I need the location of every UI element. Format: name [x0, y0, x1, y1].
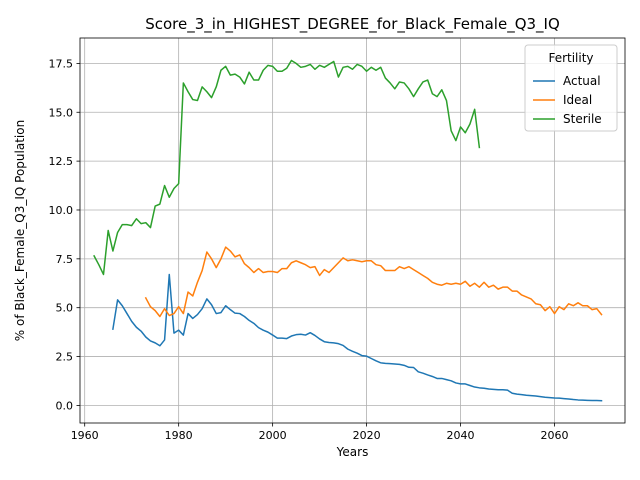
x-tick-label: 2040: [447, 429, 475, 442]
series-line-ideal: [144, 246, 603, 318]
y-tick-label: 15.0: [49, 106, 74, 119]
plot-area-frame: [79, 37, 626, 424]
x-axis-label: Years: [336, 445, 369, 459]
y-tick-label: 10.0: [49, 204, 74, 217]
x-tick-label: 2060: [541, 429, 569, 442]
legend-label-ideal: Ideal: [563, 93, 592, 107]
y-tick-label: 0.0: [56, 399, 74, 412]
legend-title: Fertility: [548, 51, 593, 65]
legend-label-actual: Actual: [563, 74, 601, 88]
chart-title: Score_3_in_HIGHEST_DEGREE_for_Black_Fema…: [145, 15, 560, 34]
legend-label-sterile: Sterile: [563, 112, 602, 126]
axis-ticks: 1960 1980 2000 2020 2040 2060 0.0 2.5 5.0 7.5 10.0…: [49, 57, 569, 442]
series-line-sterile: [93, 59, 481, 276]
y-tick-label: 7.5: [56, 253, 74, 266]
x-tick-label: 1960: [71, 429, 99, 442]
y-axis-label: % of Black_Female_Q3_IQ Population: [13, 120, 27, 341]
legend: Fertility Actual Ideal Sterile: [524, 44, 618, 132]
legend-entries: Actual Ideal Sterile: [533, 74, 602, 126]
series-line-actual: [112, 273, 603, 402]
y-tick-label: 17.5: [49, 57, 74, 70]
x-tick-label: 2000: [259, 429, 287, 442]
y-tick-label: 5.0: [56, 302, 74, 315]
x-tick-label: 1980: [165, 429, 193, 442]
y-tick-label: 2.5: [56, 351, 74, 364]
series-lines: [93, 59, 603, 402]
legend-box: [524, 44, 618, 132]
x-tick-label: 2020: [353, 429, 381, 442]
y-tick-label: 12.5: [49, 155, 74, 168]
